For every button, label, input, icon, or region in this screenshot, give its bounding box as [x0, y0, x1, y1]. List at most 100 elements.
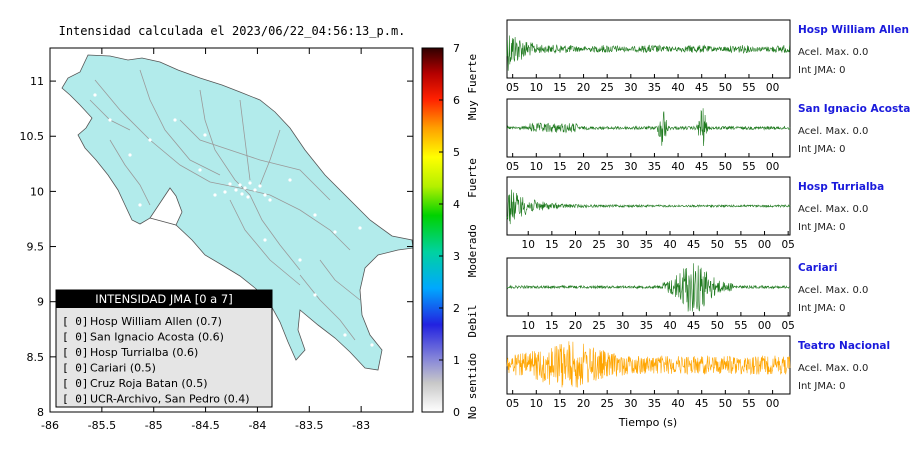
station-accel: Acel. Max. 0.0: [798, 363, 868, 374]
station-intensity: Int JMA: 0: [798, 303, 846, 314]
waveform-tick-label: 20: [577, 82, 590, 94]
legend-item-level: [ 0]: [62, 331, 89, 344]
station-intensity: Int JMA: 0: [798, 144, 846, 155]
waveform-tick-label: 00: [766, 398, 779, 410]
waveform-tick-label: 05: [506, 398, 519, 410]
station-name: San Ignacio Acosta: [798, 103, 910, 115]
station-name: Cariari: [798, 262, 837, 274]
station-name: Hosp William Allen: [798, 24, 909, 36]
map-y-tick-label: 9.5: [27, 241, 45, 254]
waveform-tick-label: 15: [553, 161, 566, 173]
intensity-colorbar: [421, 47, 444, 413]
colorbar-tick-label: 6: [453, 94, 460, 107]
costa-rica-map: [61, 54, 413, 371]
station-accel: Acel. Max. 0.0: [798, 126, 868, 137]
waveform-tick-label: 05: [506, 82, 519, 94]
legend-item-station: Cariari (0.5): [90, 362, 156, 375]
waveform-tick-label: 45: [687, 239, 700, 251]
map-x-tick-label: -85.5: [88, 419, 116, 432]
waveform-tick-label: 35: [648, 82, 661, 94]
waveform-tick-label: 30: [624, 161, 637, 173]
colorbar-level-label: Moderado: [466, 224, 479, 277]
waveform-tick-label: 25: [600, 161, 613, 173]
legend-item-station: Hosp Turrialba (0.6): [90, 346, 198, 359]
waveform-tick-label: 15: [545, 320, 558, 332]
waveform-tick-label: 15: [553, 82, 566, 94]
waveform-tick-label: 20: [569, 239, 582, 251]
waveform-tick-label: 35: [640, 320, 653, 332]
waveform-tick-label: 55: [742, 398, 755, 410]
colorbar-level-label: Fuerte: [466, 158, 479, 198]
station-intensity: Int JMA: 0: [798, 381, 846, 392]
legend-item-station: Cruz Roja Batan (0.5): [90, 377, 208, 390]
waveform-tick-label: 45: [695, 161, 708, 173]
waveform-tick-label: 35: [648, 161, 661, 173]
map-y-tick-label: 9: [37, 296, 44, 309]
colorbar-level-label: No sentido: [466, 353, 479, 419]
waveform-tick-label: 20: [577, 161, 590, 173]
waveform-tick-label: 40: [671, 82, 684, 94]
colorbar-labels: No sentido Debil Moderado Fuerte Muy Fuerte: [466, 54, 479, 419]
waveform-tick-label: 55: [734, 320, 747, 332]
map-x-tick-label: -85: [145, 419, 163, 432]
waveform-trace: [506, 263, 791, 312]
legend-item-level: [ 0]: [62, 377, 89, 390]
time-axis-label: Tiempo (s): [618, 416, 677, 429]
map-y-tick-label: 8: [37, 406, 44, 419]
legend-item-level: [ 0]: [62, 315, 89, 328]
waveform-tick-label: 25: [600, 82, 613, 94]
colorbar-ticks: 0 1 2 3 4 5 6 7: [439, 42, 460, 419]
legend-item-station: UCR-Archivo, San Pedro (0.4): [90, 393, 250, 406]
waveform-tick-label: 15: [545, 239, 558, 251]
waveform-panel: 10 15 20 25 30 35 40 45 50 55 00 05 Hosp Turrialba Ac…: [506, 176, 884, 251]
map-x-tick-label: -84: [248, 419, 266, 432]
waveform-panel: 05 10 15 20 25 30 35 40 45 50 55 00 Hosp William All…: [506, 19, 909, 94]
colorbar-tick-label: 4: [453, 198, 460, 211]
waveform-tick-label: 20: [577, 398, 590, 410]
map-x-tick-label: -86: [41, 419, 59, 432]
waveform-tick-label: 25: [600, 398, 613, 410]
waveform-tick-label: 35: [648, 398, 661, 410]
intensity-legend: INTENSIDAD JMA [0 a 7] [ 0] Hosp William …: [55, 289, 273, 408]
station-accel: Acel. Max. 0.0: [798, 47, 868, 58]
station-name: Hosp Turrialba: [798, 181, 884, 193]
waveform-tick-label: 40: [663, 320, 676, 332]
colorbar-tick-label: 0: [453, 406, 460, 419]
map-x-tick-label: -84.5: [191, 419, 219, 432]
waveform-tick-label: 50: [711, 239, 724, 251]
waveform-tick-label: 30: [624, 398, 637, 410]
legend-item-station: San Ignacio Acosta (0.6): [90, 331, 224, 344]
nicoya-gulf: [149, 187, 183, 226]
waveform-tick-label: 45: [695, 82, 708, 94]
map-y-tick-label: 10: [30, 185, 44, 198]
waveform-trace: [506, 189, 791, 225]
station-name: Teatro Nacional: [798, 340, 890, 352]
waveform-tick-label: 10: [522, 239, 535, 251]
waveform-tick-label: 40: [671, 398, 684, 410]
waveform-tick-label: 05: [781, 320, 794, 332]
waveform-tick-label: 10: [530, 398, 543, 410]
waveform-tick-label: 05: [781, 239, 794, 251]
legend-item-station: Hosp William Allen (0.7): [90, 315, 222, 328]
waveform-tick-label: 05: [506, 161, 519, 173]
legend-item-level: [ 0]: [62, 362, 89, 375]
map-x-tick-label: -83.5: [295, 419, 323, 432]
waveform-tick-label: 40: [671, 161, 684, 173]
costa-rica-land: [61, 54, 413, 371]
colorbar-tick-label: 1: [453, 354, 460, 367]
waveform-tick-label: 35: [640, 239, 653, 251]
map-axes: -86 -85.5 -85 -84.5 -84 -83.5 -83 11 10.5 10 9.5 9 8…: [20, 48, 413, 432]
waveform-tick-label: 20: [569, 320, 582, 332]
legend-title: INTENSIDAD JMA [0 a 7]: [95, 292, 232, 306]
waveform-tick-label: 10: [530, 82, 543, 94]
station-intensity: Int JMA: 0: [798, 222, 846, 233]
waveform-tick-label: 00: [758, 320, 771, 332]
waveform-tick-label: 55: [742, 82, 755, 94]
waveform-tick-label: 50: [711, 320, 724, 332]
waveform-tick-label: 30: [616, 320, 629, 332]
waveform-tick-label: 10: [530, 161, 543, 173]
map-frame: [49, 47, 414, 413]
waveform-panel: 05 10 15 20 25 30 35 40 45 50 55 00 Teatro Nacional A…: [506, 335, 890, 410]
waveform-trace: [506, 341, 791, 388]
